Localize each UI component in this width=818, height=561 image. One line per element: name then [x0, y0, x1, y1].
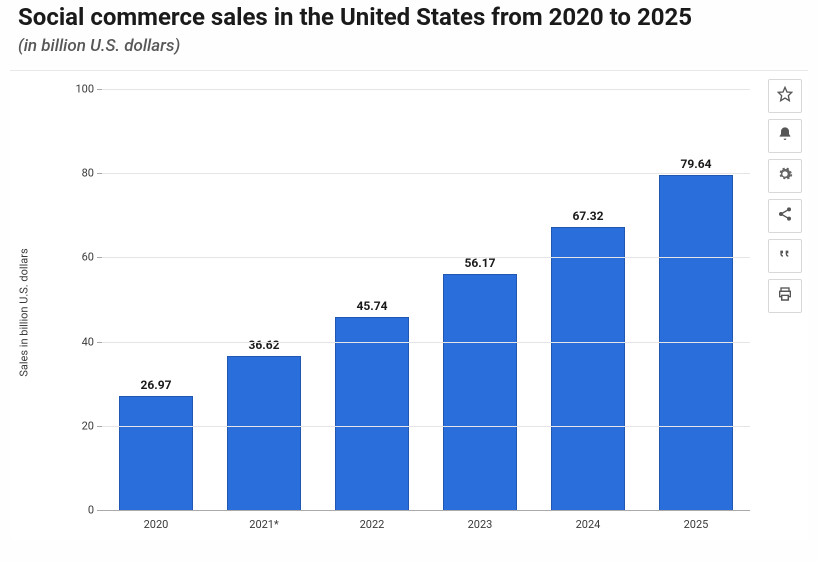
y-tick-mark — [97, 426, 102, 427]
share-button[interactable] — [768, 199, 802, 233]
x-tick-label: 2020 — [144, 518, 169, 531]
grid-line — [102, 510, 750, 511]
bar[interactable] — [443, 274, 516, 510]
bar-slot: 56.172023 — [426, 89, 534, 510]
x-tick-label: 2021* — [249, 518, 278, 531]
bar-slot: 45.742022 — [318, 89, 426, 510]
bar-slot: 26.972020 — [102, 89, 210, 510]
bar-slot: 67.322024 — [534, 89, 642, 510]
alert-button[interactable] — [768, 119, 802, 153]
favorite-button[interactable] — [768, 79, 802, 113]
star-icon — [777, 86, 793, 106]
bar-slot: 36.622021* — [210, 89, 318, 510]
x-tick-label: 2025 — [684, 518, 709, 531]
quote-icon — [777, 246, 793, 266]
y-tick-label: 80 — [62, 167, 94, 180]
bar-value-label: 79.64 — [680, 157, 711, 171]
bar-value-label: 45.74 — [356, 299, 387, 313]
bars-container: 26.97202036.622021*45.74202256.17202367.… — [102, 89, 750, 510]
chart-container: Sales in billion U.S. dollars 26.9720203… — [10, 70, 808, 540]
grid-line — [102, 426, 750, 427]
page-root: Social commerce sales in the United Stat… — [0, 0, 818, 561]
y-tick-mark — [97, 342, 102, 343]
chart-header: Social commerce sales in the United Stat… — [0, 0, 818, 60]
settings-button[interactable] — [768, 159, 802, 193]
chart-toolbar — [768, 79, 802, 313]
bar-slot: 79.642025 — [642, 89, 750, 510]
y-tick-mark — [97, 173, 102, 174]
grid-line — [102, 342, 750, 343]
grid-line — [102, 173, 750, 174]
y-tick-mark — [97, 89, 102, 90]
y-axis-label: Sales in billion U.S. dollars — [18, 248, 31, 376]
share-icon — [777, 206, 793, 226]
grid-line — [102, 89, 750, 90]
y-tick-label: 60 — [62, 251, 94, 264]
y-tick-mark — [97, 510, 102, 511]
x-tick-label: 2023 — [468, 518, 493, 531]
bar[interactable] — [119, 396, 192, 510]
bar[interactable] — [551, 227, 624, 510]
bar-value-label: 36.62 — [248, 338, 279, 352]
y-tick-label: 100 — [62, 83, 94, 96]
x-tick-label: 2022 — [360, 518, 385, 531]
grid-line — [102, 257, 750, 258]
gear-icon — [777, 166, 793, 186]
plot-area: 26.97202036.622021*45.74202256.17202367.… — [62, 89, 750, 510]
y-tick-label: 0 — [62, 504, 94, 517]
bar[interactable] — [227, 356, 300, 510]
y-tick-label: 40 — [62, 335, 94, 348]
bar-value-label: 67.32 — [572, 209, 603, 223]
print-button[interactable] — [768, 279, 802, 313]
cite-button[interactable] — [768, 239, 802, 273]
y-tick-label: 20 — [62, 419, 94, 432]
bar[interactable] — [335, 317, 408, 510]
y-tick-mark — [97, 257, 102, 258]
x-tick-label: 2024 — [576, 518, 601, 531]
bar-value-label: 26.97 — [140, 378, 171, 392]
bell-icon — [777, 126, 793, 146]
chart-subtitle: (in billion U.S. dollars) — [18, 36, 800, 56]
chart-title: Social commerce sales in the United Stat… — [18, 2, 800, 32]
print-icon — [777, 286, 793, 306]
